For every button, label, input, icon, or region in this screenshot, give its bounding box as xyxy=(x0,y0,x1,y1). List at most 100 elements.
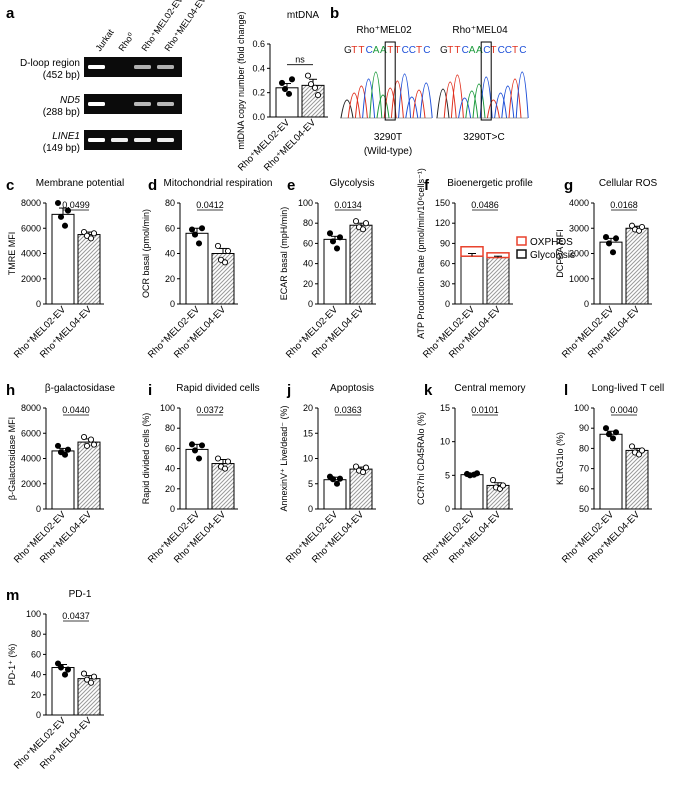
data-point xyxy=(90,673,98,680)
data-point xyxy=(333,480,341,487)
lane-label: Rho⁰ xyxy=(116,31,136,54)
base-letter: C xyxy=(402,45,409,56)
data-point xyxy=(278,79,286,86)
gel-band xyxy=(88,102,105,106)
gel-band xyxy=(157,102,174,106)
chart-h: h β-galactosidase 0 2000 4000 6000 8000 β-Galac… xyxy=(6,382,116,565)
data-point xyxy=(87,235,95,242)
trace-peak xyxy=(369,71,383,119)
y-tick-label: 0 xyxy=(170,299,175,309)
gel-row-name: ND5 xyxy=(60,95,80,106)
data-point xyxy=(609,435,617,442)
panel-letter-j: j xyxy=(286,382,291,399)
panel-letter-b: b xyxy=(330,5,339,22)
y-tick-label: 100 xyxy=(298,198,313,208)
y-tick-label: 10 xyxy=(303,454,313,464)
gel-row-size: (288 bp) xyxy=(43,107,80,118)
data-point xyxy=(605,240,613,247)
data-point xyxy=(188,226,196,233)
y-axis-label: AnnexinV⁺ Live/dead⁻ (%) xyxy=(279,405,289,511)
y-axis-label: CCR7hi CD45RAlo (%) xyxy=(416,412,426,505)
chart-title: Membrane potential xyxy=(36,178,124,189)
y-tick-label: 60 xyxy=(165,443,175,453)
data-point xyxy=(304,72,312,79)
chart-d: d Mitochondrial respiration 0 20 40 60 80 OCR b… xyxy=(141,177,272,360)
y-tick-label: 150 xyxy=(435,198,450,208)
trace-caption: 3290T>C xyxy=(463,132,504,143)
y-axis-label: KLRG1lo (%) xyxy=(555,432,565,485)
trace-peak xyxy=(436,88,450,119)
significance-label: 0.0363 xyxy=(334,405,362,415)
chart-title: Glycolysis xyxy=(329,178,374,189)
y-axis-label: mtDNA copy number (fold change) xyxy=(236,11,246,149)
data-point xyxy=(87,679,95,686)
trace-peak xyxy=(340,99,354,119)
bar xyxy=(301,84,325,118)
panel-a: a Jurkat Rho⁰ Rho⁺MEL02-EVRho⁺MEL04-EVD-lo… xyxy=(6,0,208,154)
chart-mtdna: mtDNA 0.0 0.2 0.4 0.6 mtDNA copy number (fold… xyxy=(236,10,328,173)
y-tick-label: 20 xyxy=(165,274,175,284)
variant-box xyxy=(384,41,396,121)
data-point xyxy=(628,443,636,450)
y-tick-label: 2000 xyxy=(569,249,589,259)
base-letter: T xyxy=(351,45,357,56)
bar xyxy=(599,433,623,510)
y-tick-label: 60 xyxy=(579,484,589,494)
base-letter: C xyxy=(423,45,430,56)
gel-row-size: (452 bp) xyxy=(43,70,80,81)
bar xyxy=(625,227,649,305)
y-tick-label: 20 xyxy=(165,484,175,494)
chart-title: Central memory xyxy=(454,383,525,394)
data-point xyxy=(87,436,95,443)
gel-band xyxy=(88,65,105,69)
significance-label: 0.0040 xyxy=(610,405,638,415)
chart-title: Mitochondrial respiration xyxy=(164,178,273,189)
y-axis-label: PD-1⁺ (%) xyxy=(7,644,17,686)
panel-letter-a: a xyxy=(6,5,15,22)
y-tick-label: 20 xyxy=(303,403,313,413)
legend-swatch-glycolysis xyxy=(516,249,527,259)
data-point xyxy=(80,433,88,441)
y-axis-label: TMRE MFI xyxy=(7,232,17,276)
data-point xyxy=(333,245,341,252)
panel-letter-m: m xyxy=(6,587,19,604)
y-tick-label: 6000 xyxy=(21,428,41,438)
y-tick-label: 4000 xyxy=(21,454,41,464)
data-point xyxy=(221,259,229,266)
y-tick-label: 20 xyxy=(31,690,41,700)
trace-peak xyxy=(450,74,464,119)
trace-peak xyxy=(458,97,472,119)
y-tick-label: 40 xyxy=(31,670,41,680)
y-tick-label: 0 xyxy=(36,504,41,514)
y-tick-label: 60 xyxy=(31,649,41,659)
y-tick-label: 5 xyxy=(445,470,450,480)
chart-title: PD-1 xyxy=(69,589,92,600)
significance-label: 0.0101 xyxy=(471,405,499,415)
variant-box xyxy=(480,41,492,121)
y-tick-label: 8000 xyxy=(21,198,41,208)
data-point xyxy=(80,670,88,677)
trace-peak xyxy=(465,90,479,119)
y-tick-label: 40 xyxy=(165,249,175,259)
y-tick-label: 80 xyxy=(303,218,313,228)
y-tick-label: 40 xyxy=(165,464,175,474)
y-tick-label: 10 xyxy=(440,437,450,447)
y-tick-label: 40 xyxy=(303,259,313,269)
y-tick-label: 6000 xyxy=(21,223,41,233)
legend-swatch-oxphos xyxy=(516,236,527,246)
base-letter: T xyxy=(394,45,400,56)
y-tick-label: 50 xyxy=(579,504,589,514)
gel-image: Jurkat Rho⁰ Rho⁺MEL02-EVRho⁺MEL04-EVD-loop… xyxy=(20,0,208,154)
gel-row-name: D-loop region xyxy=(20,58,80,69)
y-tick-label: 8000 xyxy=(21,403,41,413)
y-tick-label: 100 xyxy=(160,403,175,413)
trace-peak xyxy=(376,94,390,119)
y-tick-label: 0.0 xyxy=(252,112,265,122)
significance-label: 0.0168 xyxy=(610,200,638,210)
y-tick-label: 60 xyxy=(303,238,313,248)
y-tick-label: 100 xyxy=(26,609,41,619)
base-letter: C xyxy=(409,45,416,56)
gel-band xyxy=(134,138,151,142)
data-point xyxy=(352,463,360,470)
